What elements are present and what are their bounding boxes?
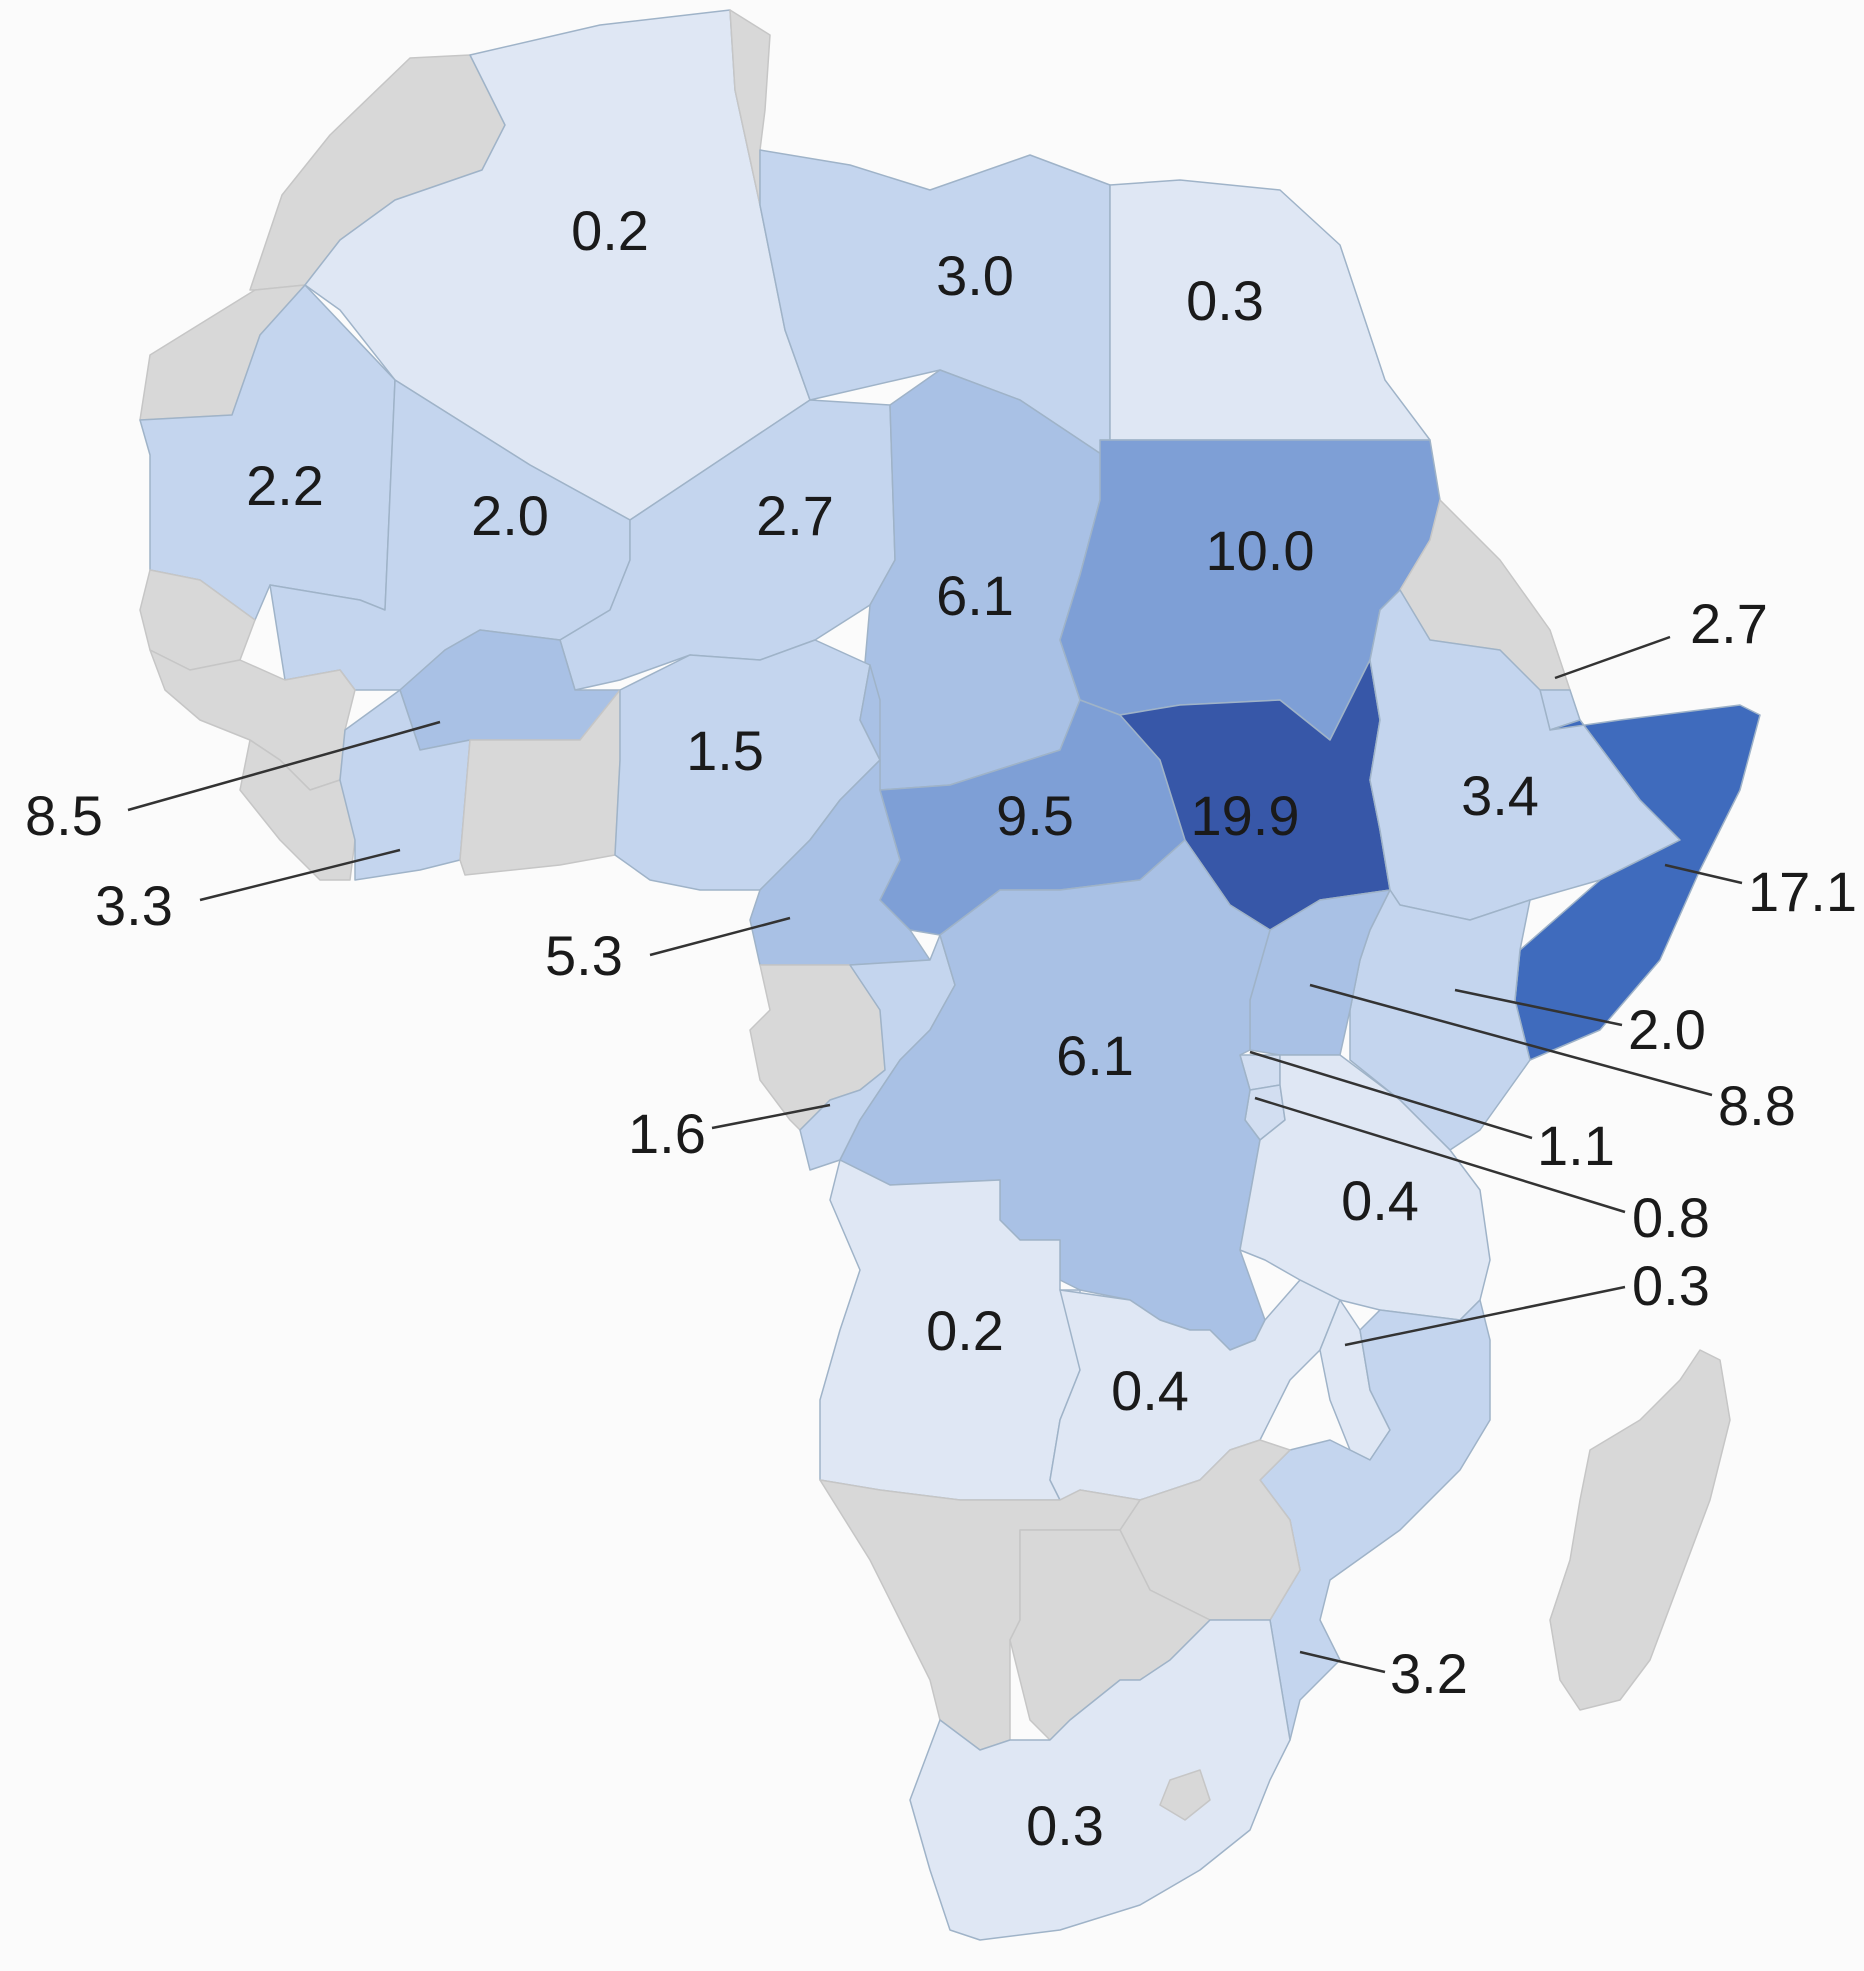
value-label-mali: 2.0 — [471, 484, 549, 547]
country-somalia — [1514, 704, 1761, 1061]
value-label-uganda: 8.8 — [1718, 1074, 1796, 1137]
value-label-niger: 2.7 — [756, 484, 834, 547]
leader-line-malawi — [1344, 1285, 1626, 1347]
value-label-tanzania: 0.4 — [1341, 1169, 1419, 1232]
value-label-republic-of-congo: 1.6 — [628, 1102, 706, 1165]
country-lesotho — [1159, 1769, 1211, 1821]
leader-line-burkina-faso — [127, 720, 441, 812]
leader-line-mozambique — [1299, 1650, 1386, 1674]
value-label-dr-congo: 6.1 — [1056, 1024, 1134, 1087]
value-label-ethiopia: 3.4 — [1461, 764, 1539, 827]
leader-line-djibouti — [1554, 635, 1671, 680]
value-label-algeria: 0.2 — [571, 199, 649, 262]
leader-line-kenya — [1454, 988, 1623, 1027]
country-madagascar — [1549, 1349, 1731, 1711]
leader-line-cameroon — [649, 916, 791, 957]
leader-line-burundi — [1254, 1096, 1626, 1214]
value-label-kenya: 2.0 — [1628, 998, 1706, 1061]
value-label-south-sudan: 19.9 — [1191, 784, 1300, 847]
value-label-cote-divoire: 3.3 — [95, 874, 173, 937]
value-label-mauritania: 2.2 — [246, 454, 324, 517]
leader-line-somalia — [1664, 863, 1743, 885]
leader-line-uganda — [1309, 983, 1713, 1097]
value-label-sudan: 10.0 — [1206, 519, 1315, 582]
leader-line-cote-divoire — [199, 848, 401, 902]
country-zambia — [1049, 1279, 1341, 1501]
country-egypt — [1099, 179, 1431, 441]
value-label-rwanda: 1.1 — [1537, 1114, 1615, 1177]
country-mauritania — [139, 284, 396, 621]
value-label-egypt: 0.3 — [1186, 269, 1264, 332]
value-label-cameroon: 5.3 — [545, 924, 623, 987]
value-label-somalia: 17.1 — [1748, 860, 1857, 923]
leader-line-republic-of-congo — [711, 1103, 831, 1130]
country-sierra-leone-liberia — [239, 739, 356, 881]
value-label-mozambique: 3.2 — [1390, 1642, 1468, 1705]
value-label-burkina-faso: 8.5 — [25, 784, 103, 847]
value-label-malawi: 0.3 — [1632, 1254, 1710, 1317]
value-label-angola: 0.2 — [926, 1299, 1004, 1362]
country-ghana-togo-benin — [459, 689, 621, 876]
value-label-burundi: 0.8 — [1632, 1186, 1710, 1249]
value-label-libya: 3.0 — [936, 244, 1014, 307]
value-label-djibouti: 2.7 — [1690, 592, 1768, 655]
leader-line-rwanda — [1249, 1050, 1533, 1140]
value-label-zambia: 0.4 — [1111, 1359, 1189, 1422]
value-label-chad: 6.1 — [936, 564, 1014, 627]
value-label-central-african-republic: 9.5 — [996, 784, 1074, 847]
value-label-south-africa: 0.3 — [1026, 1794, 1104, 1857]
value-label-nigeria: 1.5 — [686, 719, 764, 782]
country-south-africa — [909, 1619, 1291, 1941]
